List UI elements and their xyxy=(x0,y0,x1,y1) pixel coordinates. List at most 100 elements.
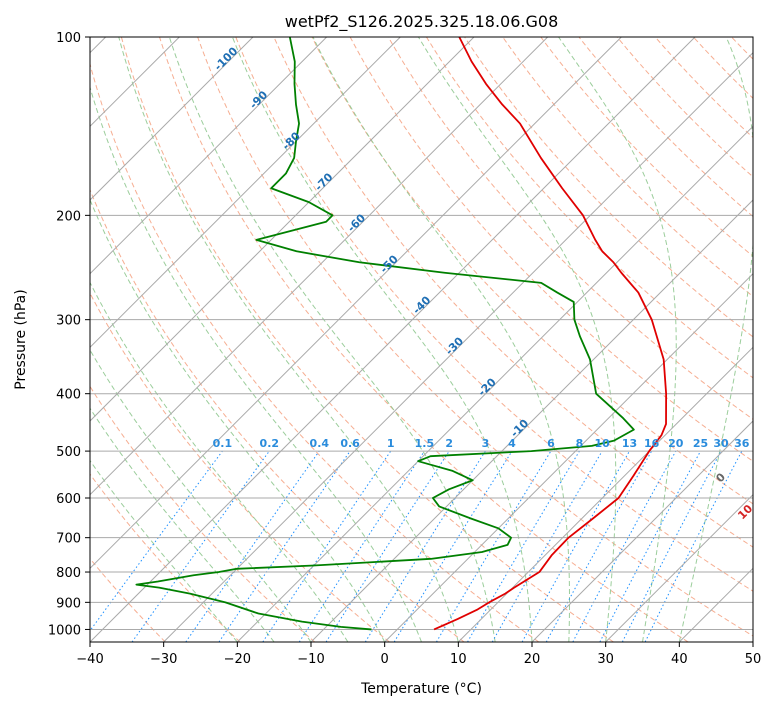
profile-series xyxy=(135,37,668,631)
dry-adiabat-line xyxy=(273,37,753,548)
isotherm-label: -90 xyxy=(247,88,270,111)
line-labels: 0.1 0.2 0.4 0.6 1 1.5 2 3 4 6 8 10 13 16 20 25 30 36-100-… xyxy=(212,44,775,552)
mixing-ratio-label: 0.1 xyxy=(213,437,233,450)
dry-adiabat-line xyxy=(578,37,753,218)
mixing-ratio-line xyxy=(218,450,351,642)
mixing-ratio-line xyxy=(131,450,270,642)
moist-adiabat-line xyxy=(90,85,422,642)
theta-e-label: 0 xyxy=(713,470,728,485)
isotherm-gridline xyxy=(90,37,401,349)
x-tick-label: 40 xyxy=(671,652,688,667)
moist-adiabat-line xyxy=(558,37,677,642)
mixing-ratio-line xyxy=(467,450,580,642)
isotherm-label: -30 xyxy=(443,334,466,357)
mixing-ratio-label: 0.4 xyxy=(310,437,330,450)
isotherm-gridline xyxy=(310,199,753,642)
dry-adiabat-line xyxy=(770,37,775,642)
isotherm-gridline xyxy=(457,346,753,642)
x-tick-label: −40 xyxy=(76,652,103,667)
y-tick-label: 300 xyxy=(56,314,81,329)
isotherm-gridline xyxy=(90,37,696,642)
dry-adiabat-line xyxy=(654,37,753,139)
dewpoint-line xyxy=(135,37,635,631)
isotherm-gridline xyxy=(163,51,753,642)
x-tick-label: −30 xyxy=(150,652,177,667)
isotherm-gridline xyxy=(531,420,753,642)
mixing-ratio-line xyxy=(325,450,450,642)
moist-adiabat-line xyxy=(90,459,238,642)
mixing-ratio-label: 8 xyxy=(576,437,584,450)
x-tick-label: −10 xyxy=(297,652,324,667)
dry-adiabat-line xyxy=(197,37,753,637)
isotherm-label: -40 xyxy=(410,293,433,316)
isotherm-gridline xyxy=(678,567,753,642)
dry-adiabat-line xyxy=(90,385,316,642)
plot-frame xyxy=(89,36,754,643)
mixing-ratio-line xyxy=(572,450,677,642)
mixing-ratio-line xyxy=(185,450,320,642)
isotherm-label: -100 xyxy=(212,44,241,73)
x-tick-label: 10 xyxy=(450,652,467,667)
isotherm-gridline xyxy=(384,272,753,642)
mixing-ratio-line xyxy=(435,450,552,642)
moist-adiabat-line xyxy=(168,37,496,642)
mixing-ratio-label: 20 xyxy=(668,437,684,450)
dry-adiabat-line xyxy=(90,557,166,642)
moist-adiabat-line xyxy=(90,349,312,642)
moist-adiabat-line xyxy=(90,198,386,642)
dry-adiabats xyxy=(90,37,775,642)
x-axis-label: Temperature (°C) xyxy=(360,681,482,697)
moist-adiabats xyxy=(90,37,753,642)
moist-adiabat-line xyxy=(312,37,570,642)
dry-adiabat-line xyxy=(90,473,241,642)
x-axis: −40 −30 −20 −10 0 10 20 30 40 50 xyxy=(76,642,761,667)
isotherm-label: -80 xyxy=(280,129,303,152)
x-tick-label: 30 xyxy=(597,652,614,667)
dry-adiabat-line xyxy=(349,37,753,462)
moist-adiabat-line xyxy=(90,407,275,642)
isotherm-gridline xyxy=(605,493,753,642)
mixing-ratio-line xyxy=(621,450,722,642)
y-tick-label: 100 xyxy=(56,31,81,46)
mixing-ratio-label: 0.6 xyxy=(340,437,360,450)
moist-adiabat-line xyxy=(118,37,459,642)
dry-adiabat-line xyxy=(692,37,753,99)
y-tick-label: 1000 xyxy=(48,623,81,638)
x-tick-label: 0 xyxy=(381,652,389,667)
isotherm-gridline xyxy=(90,37,328,275)
theta-e-label: 20 xyxy=(764,532,775,552)
mixing-ratio-label: 6 xyxy=(547,437,555,450)
moist-adiabat-line xyxy=(90,281,349,642)
mixing-ratio-line xyxy=(521,450,630,642)
y-axis-label: Pressure (hPa) xyxy=(13,289,29,389)
chart-title: wetPf2_S126.2025.325.18.06.G08 xyxy=(285,12,559,32)
dry-adiabat-line xyxy=(90,292,390,642)
x-tick-label: −20 xyxy=(224,652,251,667)
temperature-line xyxy=(433,37,668,631)
y-tick-label: 600 xyxy=(56,492,81,507)
isotherm-gridline xyxy=(90,37,549,496)
grid-lines xyxy=(90,37,753,642)
mixing-ratio-label: 0.2 xyxy=(260,437,280,450)
mixing-ratio-line xyxy=(298,450,425,642)
mixing-ratio-label: 16 xyxy=(644,437,660,450)
isotherm-gridline xyxy=(90,37,475,422)
moist-adiabat-line xyxy=(678,37,753,642)
dry-adiabat-line xyxy=(120,37,614,642)
mixing-ratio-line xyxy=(545,450,653,642)
isotherm-label: -60 xyxy=(345,211,368,234)
dry-adiabat-line xyxy=(90,62,540,642)
mixing-ratio-label: 30 xyxy=(713,437,729,450)
mixing-ratio-line xyxy=(90,450,223,632)
mixing-ratio-label: 2 xyxy=(445,437,453,450)
dry-adiabat-line xyxy=(235,37,753,592)
y-tick-label: 400 xyxy=(56,388,81,403)
isotherm-gridline xyxy=(90,37,622,570)
mixing-ratio-label: 4 xyxy=(508,437,516,450)
isotherm-gridline xyxy=(90,37,254,201)
mixing-ratio-line xyxy=(644,450,743,642)
isotherm-gridline xyxy=(236,125,753,642)
mixing-ratio-label: 25 xyxy=(693,437,708,450)
y-tick-label: 800 xyxy=(56,566,81,581)
